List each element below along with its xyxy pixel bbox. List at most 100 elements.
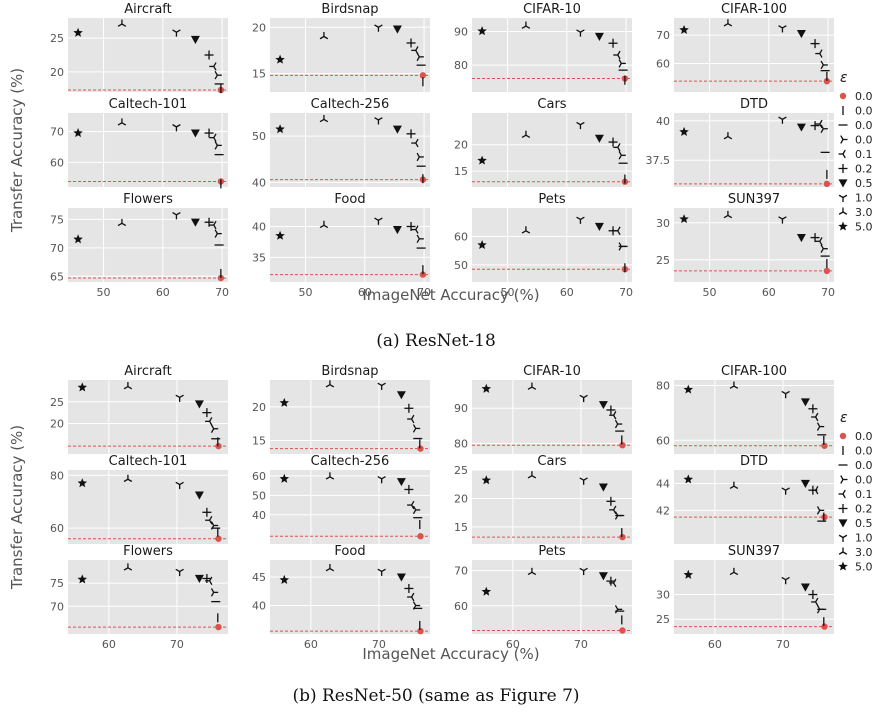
data-point-eps-0-5: [190, 129, 200, 138]
y-tick-label: 40: [252, 509, 266, 522]
data-point-eps-5-0: [73, 128, 83, 138]
data-point-eps-0-25: [404, 583, 414, 593]
data-point-eps-0-25: [406, 222, 416, 231]
data-point-eps-0-25: [808, 404, 818, 414]
x-tick-label: 60: [156, 286, 170, 299]
legend: ε 0.0 0.010.03 0.050.1 0.250.5 1.03.0 5.0: [838, 410, 873, 574]
data-point-eps-3-0: [325, 472, 335, 480]
data-point-eps-1-0: [579, 477, 588, 485]
data-point-eps-0-5: [598, 572, 608, 581]
data-point-eps-0-0: [821, 623, 828, 630]
legend-marker-1-0: [838, 194, 848, 202]
data-point-eps-0-05: [210, 588, 219, 597]
y-tick-label: 80: [656, 379, 670, 392]
y-tick-label: 75: [50, 577, 64, 590]
panel-title: Flowers: [123, 192, 173, 207]
data-point-eps-0-25: [204, 128, 214, 138]
panel-title: Aircraft: [124, 364, 171, 379]
panel-title: Aircraft: [124, 2, 171, 17]
x-tick-label: 60: [560, 286, 574, 299]
legend-label: 1.0: [855, 532, 873, 545]
y-tick-label: 15: [454, 165, 468, 178]
data-point-eps-3-0: [723, 132, 733, 140]
y-tick-label: 70: [50, 126, 64, 139]
data-point-eps-5-0: [77, 574, 88, 584]
panel-title: Food: [334, 544, 365, 559]
data-point-eps-0-5: [598, 401, 608, 410]
panel-title: Caltech-256: [311, 454, 390, 469]
data-point-eps-0-5: [800, 479, 810, 488]
data-point-eps-0-25: [606, 576, 616, 586]
data-point-eps-0-25: [404, 484, 414, 494]
panel-background: [270, 18, 430, 92]
panel-background: [270, 380, 430, 454]
panel-background: [270, 470, 430, 544]
data-point-eps-3-0: [123, 474, 133, 483]
panel-food: 50 60 70 35 40 Food: [252, 192, 431, 299]
panel-title: Caltech-101: [109, 454, 188, 469]
data-point-eps-5-0: [477, 26, 487, 36]
data-point-eps-0-1: [609, 411, 617, 420]
data-point-eps-1-0: [377, 475, 386, 484]
y-tick-label: 25: [50, 32, 64, 45]
legend-label: 5.0: [855, 561, 873, 574]
data-point-eps-3-0: [325, 564, 335, 572]
y-tick-label: 25: [656, 254, 670, 267]
panel-background: [472, 113, 632, 187]
y-tick-label: 60: [50, 522, 64, 535]
y-tick-label: 30: [656, 217, 670, 230]
y-tick-label: 60: [656, 58, 670, 71]
data-point-eps-0-1: [407, 592, 415, 602]
data-point-eps-0-1: [209, 133, 217, 142]
data-point-eps-0-25: [810, 121, 820, 131]
data-point-eps-5-0: [279, 473, 290, 483]
legend-marker-0-05: [840, 475, 848, 484]
y-tick-label: 60: [656, 434, 670, 447]
panel-title: SUN397: [728, 544, 780, 559]
data-point-eps-0-5: [598, 483, 608, 492]
panel-dtd: 37.5 40 DTD: [646, 97, 834, 188]
data-point-eps-3-0: [319, 32, 329, 40]
panel-title: Birdsnap: [321, 2, 378, 17]
data-point-eps-0-25: [406, 129, 416, 139]
data-point-eps-0-5: [396, 573, 406, 582]
data-point-eps-0-05: [614, 605, 623, 614]
data-point-eps-3-0: [729, 567, 739, 576]
panel-background: [270, 208, 430, 282]
data-point-eps-0-05: [816, 605, 825, 614]
data-point-eps-0-25: [404, 403, 414, 413]
data-point-eps-0-0: [419, 72, 427, 79]
data-point-eps-0-05: [416, 152, 424, 162]
panel-background: [674, 18, 834, 92]
panel-title: DTD: [740, 97, 768, 112]
panel-aircraft: 20 25 Aircraft: [50, 364, 228, 454]
data-point-eps-5-0: [73, 27, 83, 37]
data-point-eps-1-0: [778, 116, 787, 124]
data-point-eps-5-0: [679, 126, 689, 136]
data-point-eps-0-05: [820, 60, 828, 70]
panel-background: [68, 208, 228, 282]
legend-label: 0.05: [855, 474, 873, 487]
data-point-eps-0-1: [811, 412, 819, 422]
data-point-eps-0-1: [613, 143, 621, 152]
data-point-eps-3-0: [117, 218, 127, 227]
panel-pets: 50 60 70 50 60 Pets: [454, 192, 633, 299]
y-tick-label: 40: [252, 176, 266, 189]
data-point-eps-5-0: [679, 24, 689, 35]
legend-label: 3.0: [855, 206, 873, 219]
y-tick-label: 20: [454, 139, 468, 152]
data-point-eps-3-0: [729, 381, 739, 389]
panel-flowers: 50 60 70 65 70 75 Flowers: [50, 192, 229, 299]
data-point-eps-5-0: [683, 569, 694, 579]
data-point-eps-0-1: [815, 237, 823, 246]
data-point-eps-1-0: [781, 390, 790, 399]
data-point-eps-0-05: [816, 422, 825, 431]
panel-background: [68, 470, 228, 544]
data-point-eps-3-0: [527, 382, 537, 390]
y-tick-label: 70: [656, 29, 670, 42]
data-point-eps-1-0: [778, 216, 787, 224]
panel-background: [472, 18, 632, 92]
data-point-eps-0-25: [406, 38, 416, 48]
data-point-eps-0-5: [800, 583, 810, 592]
panel-caltech-101: 60 70 Caltech-101: [50, 97, 228, 189]
